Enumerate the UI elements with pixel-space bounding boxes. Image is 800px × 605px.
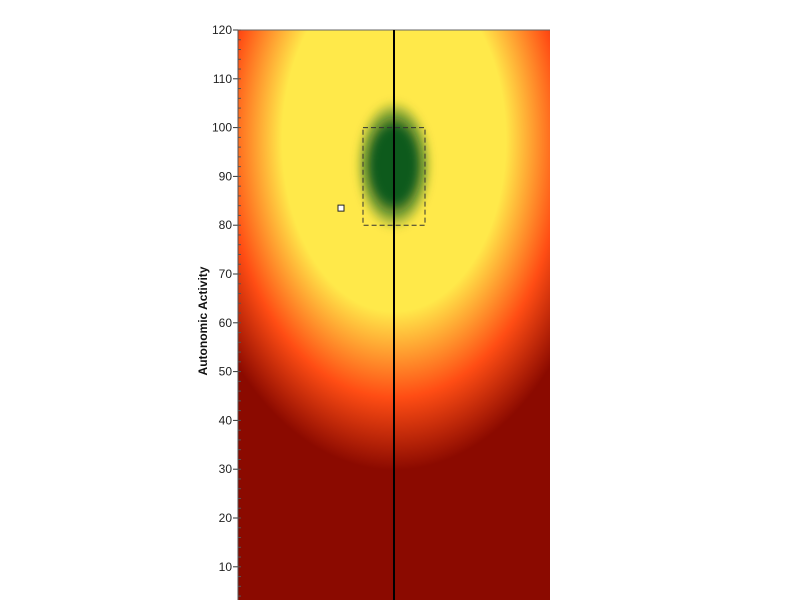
y-tick-label: 40 bbox=[219, 413, 233, 427]
y-axis-tick-labels: 10 20 30 40 50 60 70 80 90 100 110 120 bbox=[212, 23, 232, 574]
current-value-marker bbox=[337, 204, 345, 212]
y-axis-title: Autonomic Activity bbox=[196, 266, 210, 375]
y-tick-label: 50 bbox=[219, 365, 233, 379]
y-tick-label: 110 bbox=[213, 72, 232, 86]
y-tick-label: 120 bbox=[212, 23, 232, 37]
y-tick-label: 70 bbox=[219, 267, 233, 281]
y-tick-label: 30 bbox=[219, 462, 233, 476]
y-tick-label: 20 bbox=[219, 511, 233, 525]
y-tick-label: 80 bbox=[219, 218, 233, 232]
y-tick-label: 10 bbox=[219, 560, 233, 574]
y-tick-label: 90 bbox=[219, 169, 233, 183]
y-tick-label: 60 bbox=[219, 316, 233, 330]
y-axis-major-ticks bbox=[233, 29, 238, 568]
y-tick-label: 100 bbox=[212, 121, 232, 135]
